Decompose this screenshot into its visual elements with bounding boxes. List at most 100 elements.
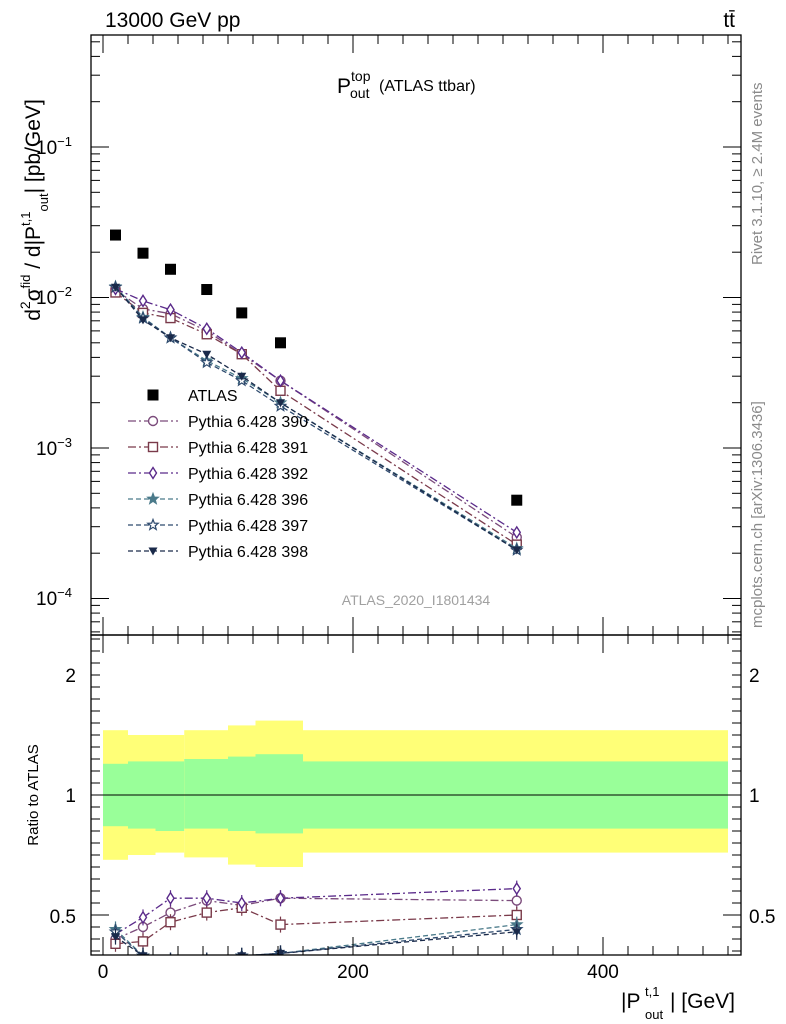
ratio-tick-left-2: 2 [65, 666, 76, 687]
data-point [206, 953, 208, 955]
data-point [275, 919, 286, 930]
data-point [148, 547, 158, 556]
ratio-series-pythia-6-428-397 [108, 921, 524, 955]
title-sub: out [350, 85, 370, 101]
main-y-ticks [91, 41, 741, 633]
data-point [237, 952, 247, 955]
data-point [275, 337, 286, 349]
data-point [147, 441, 159, 453]
data-point [199, 355, 214, 369]
title-sup: top [351, 68, 371, 84]
data-point [237, 345, 247, 360]
data-point [201, 907, 212, 918]
data-point [206, 953, 208, 955]
legend-entry: Pythia 6.428 390 [128, 414, 308, 431]
ratio-band-inner [184, 759, 228, 829]
main-series [108, 229, 524, 556]
legend-label: Pythia 6.428 392 [188, 466, 308, 483]
data-point [165, 263, 176, 275]
svg-text:| [GeV]: | [GeV] [670, 990, 735, 1013]
data-point [165, 917, 176, 928]
ratio-tick-right-2: 2 [749, 666, 760, 687]
data-point [166, 957, 175, 965]
svg-text:Ptop: Ptop [337, 68, 371, 98]
data-point [512, 928, 522, 937]
data-point [147, 389, 159, 401]
svg-text:out: out [645, 1007, 663, 1022]
ratio-y-ticks [91, 638, 741, 952]
legend-label: Pythia 6.428 397 [188, 518, 308, 535]
data-point [148, 466, 158, 480]
y-tick-label-1e-3: 10−3 [36, 435, 72, 460]
series-line [115, 288, 518, 533]
x-tick-label-0: 0 [98, 962, 109, 983]
data-point [511, 895, 522, 906]
ratio-line [115, 931, 517, 955]
data-point [147, 415, 159, 427]
x-tick-label-400: 400 [587, 962, 619, 983]
ratio-tick-left-1: 1 [65, 786, 76, 807]
data-point [511, 494, 523, 506]
series-line [115, 286, 518, 550]
data-point [512, 525, 522, 540]
ratio-bands [103, 720, 728, 867]
ratio-series-pythia-6-428-398 [111, 923, 522, 965]
legend-entry: ATLAS [147, 388, 238, 405]
legend-label: ATLAS [188, 388, 238, 405]
data-point [138, 910, 148, 925]
series-line [115, 286, 518, 551]
ratio-band-inner [228, 756, 256, 831]
side-label-mcplots: mcplots.cern.ch [arXiv:1306.3436] [749, 401, 766, 628]
data-point [110, 229, 121, 241]
ratio-y-tick-labels: 2 1 0.5 2 1 0.5 [50, 666, 776, 928]
series-pythia-6-428-391 [110, 287, 522, 550]
legend: ATLAS Pythia 6.428 390 Pythia 6.428 391 Pyt… [128, 388, 308, 561]
x-tick-label-200: 200 [337, 962, 369, 983]
data-point [276, 373, 285, 388]
data-point [166, 302, 175, 317]
legend-label: Pythia 6.428 396 [188, 492, 308, 509]
data-point [275, 385, 286, 396]
series-line [115, 289, 518, 538]
svg-text:|P: |P [621, 990, 640, 1013]
analysis-watermark: ATLAS_2020_I1801434 [342, 592, 491, 608]
x-axis-ticks [102, 35, 729, 955]
title-main: P [337, 75, 351, 98]
data-point [202, 891, 212, 906]
data-point [166, 891, 175, 906]
ratio-tick-right-05: 0.5 [749, 907, 775, 928]
series-pythia-6-428-398 [111, 283, 522, 555]
legend-entry: Pythia 6.428 396 [128, 491, 308, 509]
ratio-series-pythia-6-428-391 [110, 899, 522, 952]
x-axis-label: |P t,1 out | [GeV] [621, 984, 735, 1022]
ratio-band-inner [255, 754, 303, 834]
ratio-tick-left-05: 0.5 [50, 907, 76, 928]
ratio-y-axis-label: Ratio to ATLAS [25, 744, 42, 845]
series-atlas [110, 229, 523, 506]
ratio-tick-right-1: 1 [749, 786, 760, 807]
data-point [276, 891, 285, 906]
title-suffix: (ATLAS ttbar) [379, 78, 476, 95]
data-point [138, 294, 148, 308]
data-point [138, 952, 148, 955]
legend-label: Pythia 6.428 398 [188, 544, 308, 561]
data-point [236, 307, 248, 319]
data-point [276, 399, 285, 408]
side-label-rivet: Rivet 3.1.10, ≥ 2.4M events [749, 83, 766, 266]
series-pythia-6-428-390 [110, 284, 522, 543]
series-line [115, 286, 518, 551]
ratio-series-pythia-6-428-392 [111, 880, 522, 943]
data-point [202, 957, 211, 965]
y-tick-label-1e-4: 10−4 [36, 585, 72, 610]
data-point [146, 517, 160, 531]
y-tick-label-1e-1: 10−1 [36, 134, 72, 159]
legend-entry: Pythia 6.428 392 [128, 466, 308, 483]
svg-text:t,1: t,1 [645, 984, 659, 999]
data-point [512, 881, 522, 896]
process-label: tt̄ [723, 9, 735, 32]
data-point [237, 896, 247, 910]
data-point [169, 953, 172, 955]
data-point [146, 491, 160, 505]
data-point [111, 933, 120, 942]
ratio-line [115, 928, 517, 955]
